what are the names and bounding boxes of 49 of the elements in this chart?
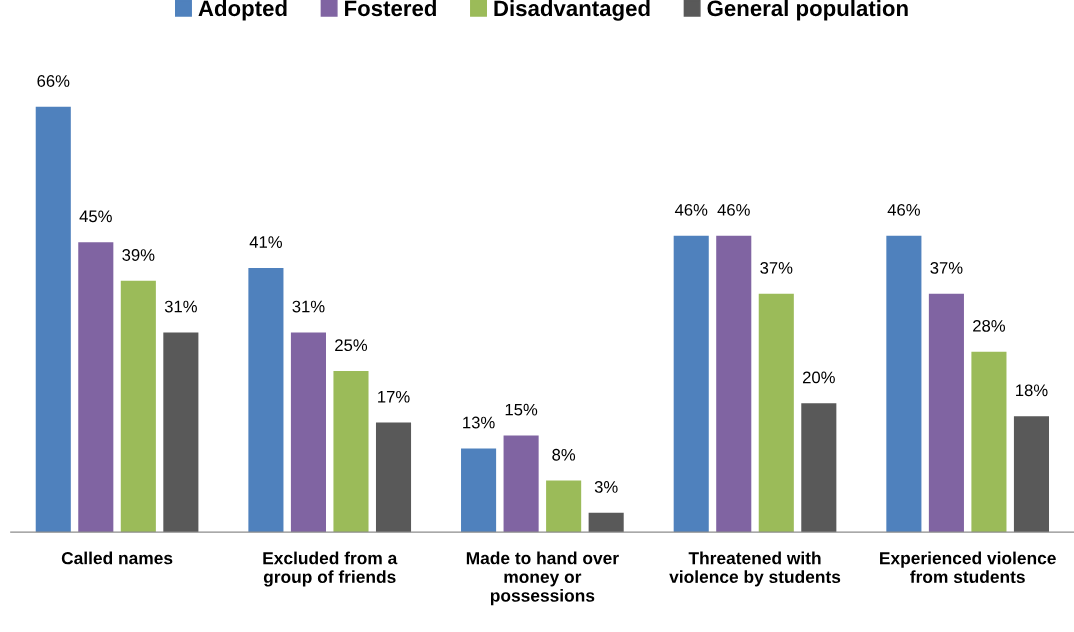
data-label: 66% <box>37 75 70 87</box>
bar <box>163 332 199 533</box>
data-label: 17% <box>378 390 410 403</box>
bar <box>461 448 497 533</box>
bar <box>971 351 1007 533</box>
data-label: 46% <box>887 203 920 216</box>
legend-label: Adopted <box>198 0 287 21</box>
bar <box>758 293 794 533</box>
data-label: 46% <box>674 203 708 216</box>
bar <box>886 235 922 533</box>
data-label: 46% <box>717 203 750 216</box>
data-label: 37% <box>760 261 793 274</box>
bar <box>546 480 582 533</box>
bar <box>716 235 752 533</box>
data-label: 31% <box>164 300 197 313</box>
data-label: 41% <box>249 236 283 248</box>
legend-label: General population <box>707 0 908 21</box>
bar <box>801 403 837 533</box>
x-tick-label: Excluded from a group of friends <box>263 551 398 587</box>
data-label: 37% <box>930 261 963 274</box>
legend-label: Disadvantaged <box>494 0 650 21</box>
bar <box>35 106 71 533</box>
bar <box>333 371 369 533</box>
bar <box>120 280 156 533</box>
bar <box>78 242 114 533</box>
data-label: 31% <box>292 300 325 313</box>
data-label: 25% <box>335 339 368 352</box>
data-label: 15% <box>505 403 538 416</box>
data-label: 13% <box>463 416 495 429</box>
data-label: 45% <box>79 210 112 223</box>
bar <box>503 435 539 533</box>
data-label: 3% <box>594 481 618 493</box>
x-tick-label: Made to hand over money or possessions <box>466 551 619 606</box>
bar <box>375 422 412 533</box>
bar <box>588 512 624 533</box>
data-label: 8% <box>552 448 576 461</box>
x-tick-label: Called names <box>61 551 173 565</box>
bar <box>290 332 326 533</box>
data-label: 28% <box>973 319 1006 332</box>
legend-label: Fostered <box>345 0 436 17</box>
x-tick-label: Experienced violence from students <box>880 551 1056 584</box>
bar <box>248 267 284 533</box>
bar <box>673 235 709 533</box>
x-tick-label: Threatened with violence by students <box>669 551 841 587</box>
data-label: 20% <box>802 371 835 384</box>
bar <box>928 293 964 533</box>
data-label: 39% <box>122 249 155 261</box>
bar <box>1013 416 1050 533</box>
data-label: 18% <box>1016 384 1048 397</box>
